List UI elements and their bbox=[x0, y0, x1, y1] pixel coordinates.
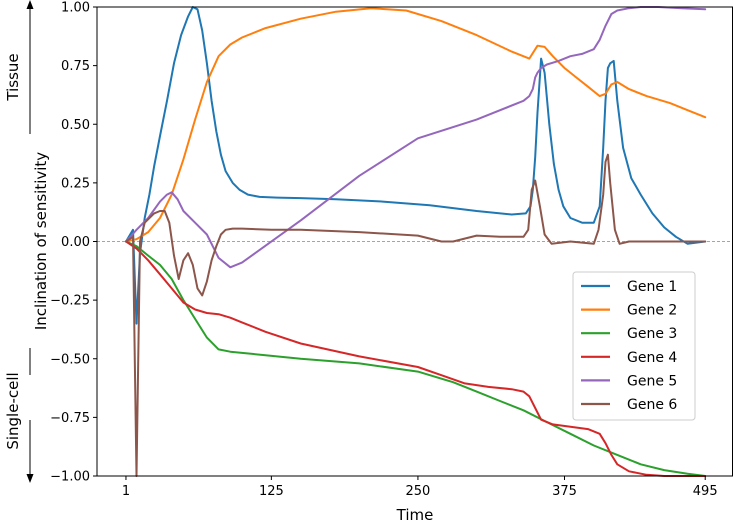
x-tick-label: 1 bbox=[122, 484, 130, 499]
x-tick-label: 495 bbox=[693, 484, 718, 499]
legend-label-gene-1: Gene 1 bbox=[627, 279, 677, 295]
legend-label-gene-5: Gene 5 bbox=[627, 373, 677, 389]
y-tick-label: −0.25 bbox=[50, 294, 90, 309]
y-tick-label: 0.00 bbox=[61, 235, 90, 250]
y-tick-label: −1.00 bbox=[50, 470, 90, 485]
y-tick-label: 0.50 bbox=[61, 118, 90, 133]
y-tick-label: 1.00 bbox=[61, 1, 90, 16]
series-line-gene-4 bbox=[125, 240, 707, 477]
series-line-gene-2 bbox=[125, 7, 707, 243]
series-line-gene-5 bbox=[125, 6, 707, 269]
legend-label-gene-3: Gene 3 bbox=[627, 326, 677, 342]
x-axis-label: Time bbox=[396, 506, 434, 524]
single-cell-label: Single-cell bbox=[4, 372, 22, 449]
tissue-label: Tissue bbox=[4, 53, 22, 101]
tissue-arrow-head-icon bbox=[26, 0, 34, 9]
series-line-gene-1 bbox=[125, 6, 707, 325]
series-layer bbox=[97, 6, 733, 477]
legend: Gene 1 Gene 2 Gene 3 Gene 4 Gene 5 Gene 6 bbox=[572, 271, 696, 421]
series-line-gene-6 bbox=[125, 153, 707, 477]
y-tick-label: −0.75 bbox=[50, 411, 90, 426]
x-axis: 1 125 250 375 495 bbox=[122, 476, 718, 499]
x-tick-label: 375 bbox=[552, 484, 577, 499]
x-tick-label: 125 bbox=[259, 484, 284, 499]
legend-label-gene-6: Gene 6 bbox=[627, 397, 677, 413]
x-tick-label: 250 bbox=[406, 484, 431, 499]
y-axis: 1.00 0.75 0.50 0.25 0.00 −0.25 −0.50 −0.75 −1.00 bbox=[50, 1, 97, 485]
legend-label-gene-2: Gene 2 bbox=[627, 303, 677, 319]
single-cell-arrow-head-icon bbox=[26, 474, 34, 483]
legend-label-gene-4: Gene 4 bbox=[627, 350, 677, 366]
legend-items: Gene 1 Gene 2 Gene 3 Gene 4 Gene 5 Gene 6 bbox=[581, 279, 677, 413]
y-tick-label: 0.25 bbox=[61, 176, 90, 191]
side-annotations: Tissue Single-cell bbox=[4, 0, 34, 483]
y-tick-label: −0.50 bbox=[50, 352, 90, 367]
y-axis-label: Inclination of sensitivity bbox=[32, 152, 50, 330]
y-tick-label: 0.75 bbox=[61, 59, 90, 74]
